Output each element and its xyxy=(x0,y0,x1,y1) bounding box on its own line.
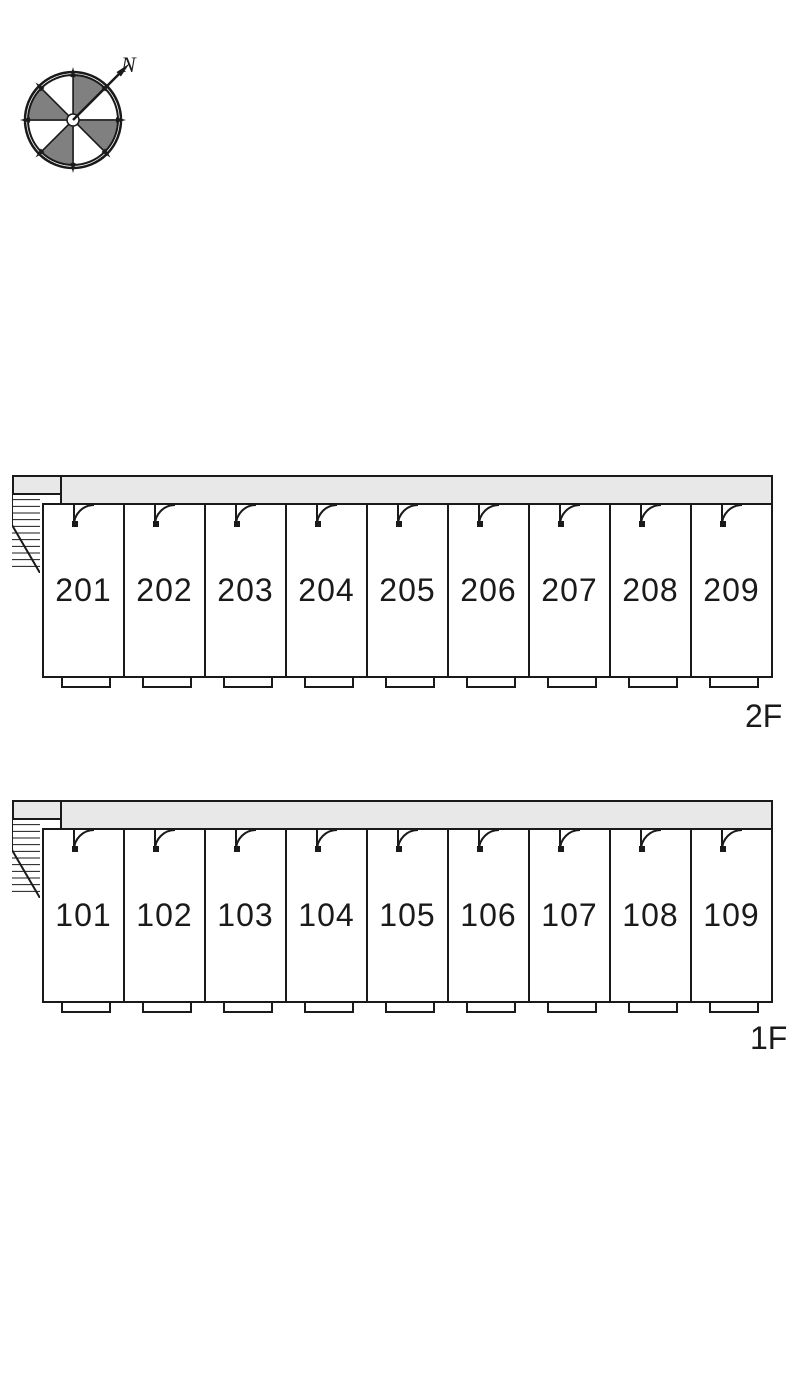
unit-number: 205 xyxy=(379,572,435,609)
unit-number: 207 xyxy=(541,572,597,609)
door-icon xyxy=(477,503,505,527)
unit-number: 201 xyxy=(55,572,111,609)
north-label: N xyxy=(120,52,137,77)
balcony xyxy=(304,1003,354,1013)
unit: 208 xyxy=(609,503,692,678)
door-icon xyxy=(639,503,667,527)
unit-number: 108 xyxy=(622,897,678,934)
unit: 206 xyxy=(447,503,530,678)
balcony xyxy=(385,1003,435,1013)
balcony xyxy=(709,678,759,688)
unit-number: 206 xyxy=(460,572,516,609)
unit-number: 101 xyxy=(55,897,111,934)
balcony xyxy=(547,1003,597,1013)
balcony xyxy=(466,678,516,688)
door-icon xyxy=(153,828,181,852)
door-icon xyxy=(396,503,424,527)
door-icon xyxy=(720,828,748,852)
unit-number: 203 xyxy=(217,572,273,609)
door-icon xyxy=(396,828,424,852)
unit: 104 xyxy=(285,828,368,1003)
unit: 109 xyxy=(690,828,773,1003)
balcony xyxy=(628,678,678,688)
door-icon xyxy=(315,503,343,527)
unit: 204 xyxy=(285,503,368,678)
balcony xyxy=(61,678,111,688)
unit: 209 xyxy=(690,503,773,678)
balcony xyxy=(223,1003,273,1013)
unit: 205 xyxy=(366,503,449,678)
compass-icon: N xyxy=(18,45,158,205)
unit: 105 xyxy=(366,828,449,1003)
corridor xyxy=(60,475,773,505)
stairs-icon xyxy=(12,493,40,578)
balcony xyxy=(547,678,597,688)
unit-number: 204 xyxy=(298,572,354,609)
balcony xyxy=(223,678,273,688)
door-icon xyxy=(558,828,586,852)
unit-number: 202 xyxy=(136,572,192,609)
door-icon xyxy=(720,503,748,527)
unit-number: 107 xyxy=(541,897,597,934)
floor-label: 1F xyxy=(750,1020,787,1057)
unit-number: 109 xyxy=(703,897,759,934)
unit-number: 106 xyxy=(460,897,516,934)
balcony xyxy=(709,1003,759,1013)
unit-row: 201 202 203 204 205 206 xyxy=(42,503,773,678)
compass: N xyxy=(18,45,158,210)
door-icon xyxy=(639,828,667,852)
unit-number: 208 xyxy=(622,572,678,609)
unit-row: 101 102 103 104 105 106 xyxy=(42,828,773,1003)
balcony xyxy=(385,678,435,688)
stairs-icon xyxy=(12,818,40,903)
door-icon xyxy=(558,503,586,527)
door-icon xyxy=(315,828,343,852)
door-icon xyxy=(477,828,505,852)
door-icon xyxy=(72,503,100,527)
unit: 107 xyxy=(528,828,611,1003)
unit: 201 xyxy=(42,503,125,678)
unit-number: 105 xyxy=(379,897,435,934)
unit: 203 xyxy=(204,503,287,678)
door-icon xyxy=(234,503,262,527)
unit: 106 xyxy=(447,828,530,1003)
balcony xyxy=(466,1003,516,1013)
unit-number: 104 xyxy=(298,897,354,934)
corridor-extension xyxy=(12,800,62,820)
door-icon xyxy=(153,503,181,527)
door-icon xyxy=(72,828,100,852)
unit: 103 xyxy=(204,828,287,1003)
unit: 102 xyxy=(123,828,206,1003)
balcony xyxy=(142,1003,192,1013)
balcony xyxy=(61,1003,111,1013)
unit: 207 xyxy=(528,503,611,678)
unit-number: 209 xyxy=(703,572,759,609)
corridor xyxy=(60,800,773,830)
unit: 108 xyxy=(609,828,692,1003)
unit-number: 103 xyxy=(217,897,273,934)
unit: 202 xyxy=(123,503,206,678)
floor-label: 2F xyxy=(745,698,782,735)
door-icon xyxy=(234,828,262,852)
balcony xyxy=(628,1003,678,1013)
unit: 101 xyxy=(42,828,125,1003)
unit-number: 102 xyxy=(136,897,192,934)
balcony xyxy=(304,678,354,688)
corridor-extension xyxy=(12,475,62,495)
balcony xyxy=(142,678,192,688)
